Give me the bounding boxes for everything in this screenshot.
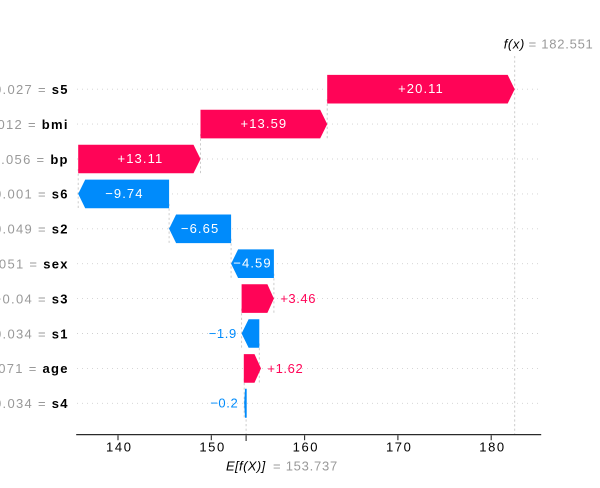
svg-text:−9.74: −9.74 [105, 186, 143, 201]
svg-text:170: 170 [386, 440, 413, 455]
svg-text:−0.034 = s4: −0.034 = s4 [0, 396, 69, 411]
svg-text:−0.056 = bp: −0.056 = bp [0, 152, 69, 167]
svg-text:140: 140 [106, 440, 133, 455]
svg-text:+13.11: +13.11 [118, 151, 164, 166]
svg-text:−0.051 = sex: −0.051 = sex [0, 257, 69, 272]
svg-text:−0.2: −0.2 [210, 396, 238, 411]
svg-text:−0.049 = s2: −0.049 = s2 [0, 222, 69, 237]
svg-text:−0.001 = s6: −0.001 = s6 [0, 187, 69, 202]
svg-text:+20.11: +20.11 [398, 81, 444, 96]
svg-text:E[f(X)]: E[f(X)] [226, 458, 266, 473]
svg-text:+13.59: +13.59 [241, 116, 288, 131]
svg-text:−0.012 = bmi: −0.012 = bmi [0, 117, 69, 132]
svg-text:−6.65: −6.65 [181, 221, 219, 236]
svg-text:−0.071 = age: −0.071 = age [0, 361, 69, 376]
svg-text:180: 180 [479, 440, 506, 455]
svg-text:−4.59: −4.59 [233, 256, 271, 271]
svg-text:= 153.737: = 153.737 [273, 459, 338, 474]
svg-text:150: 150 [199, 440, 226, 455]
svg-text:+3.46: +3.46 [280, 291, 316, 306]
svg-text:+1.62: +1.62 [267, 361, 303, 376]
svg-text:= 182.551: = 182.551 [529, 36, 594, 51]
svg-text:160: 160 [293, 440, 320, 455]
svg-text:−0.027 = s5: −0.027 = s5 [0, 82, 69, 97]
svg-text:−0.034 = s1: −0.034 = s1 [0, 326, 69, 341]
svg-text:−1.9: −1.9 [209, 326, 237, 341]
svg-text:−0.04 = s3: −0.04 = s3 [0, 291, 69, 306]
svg-text:f(x): f(x) [504, 36, 525, 51]
